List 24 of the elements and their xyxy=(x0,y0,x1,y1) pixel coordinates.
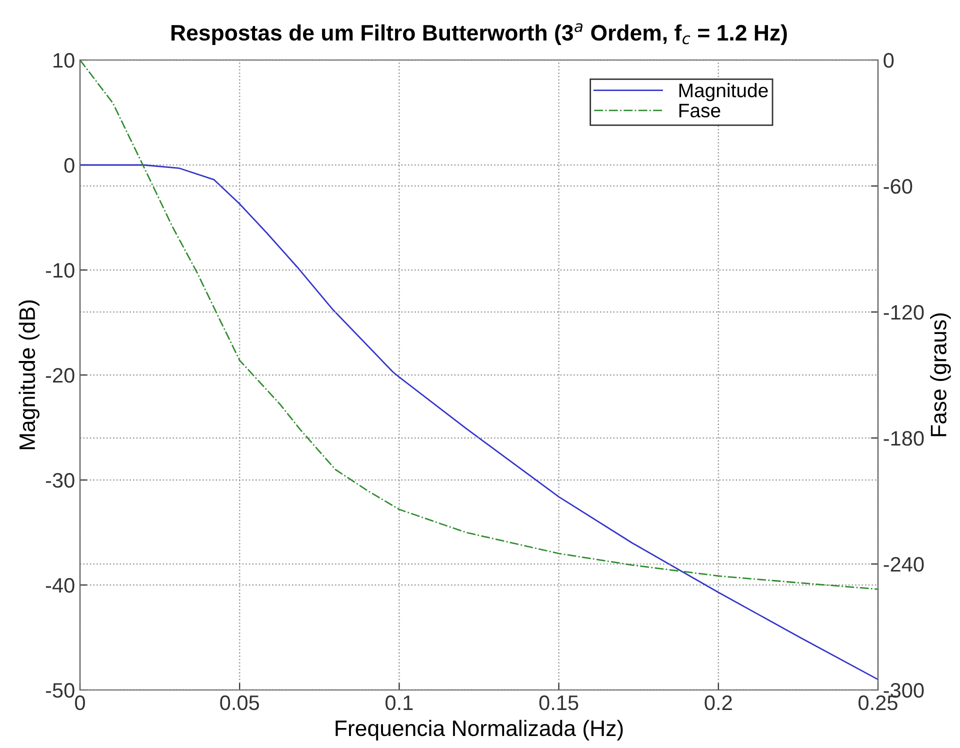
x-tick-label: 0.05 xyxy=(220,695,259,710)
y2-tick-label: -60 xyxy=(884,179,912,194)
y-axis-title: Magnitude (dB) xyxy=(18,300,40,450)
y-tick-label: 10 xyxy=(54,53,74,68)
y2-tick-label: -120 xyxy=(884,305,924,320)
y-tick-label: -50 xyxy=(46,683,74,698)
x-tick-label: 0 xyxy=(75,695,85,710)
y2-tick-label: 0 xyxy=(884,53,894,68)
y2-tick-label: -240 xyxy=(884,557,924,572)
x-tick-label: 0.15 xyxy=(539,695,578,710)
x-tick-label: 0.1 xyxy=(386,695,413,710)
x-axis-title: Frequencia Normalizada (Hz) xyxy=(336,720,623,741)
y-tick-label: -30 xyxy=(46,473,74,488)
legend-label: Fase xyxy=(679,104,720,118)
legend-label: Magnitude xyxy=(679,83,768,102)
chart-title: Respostas de um Filtro Butterworth (3$^{a}$ Ordem, f$_{c}$ = 1.2 Hz) xyxy=(171,23,787,46)
line-series xyxy=(80,164,878,680)
y2-axis-title: Fase (graus) xyxy=(930,313,951,436)
y-tick-label: -10 xyxy=(46,263,74,278)
y-tick-label: -20 xyxy=(46,368,74,383)
y-tick-label: 0 xyxy=(64,158,74,173)
y2-tick-label: -180 xyxy=(884,431,924,446)
x-tick-label: 0.2 xyxy=(704,695,732,710)
y-tick-label: -40 xyxy=(46,578,74,593)
